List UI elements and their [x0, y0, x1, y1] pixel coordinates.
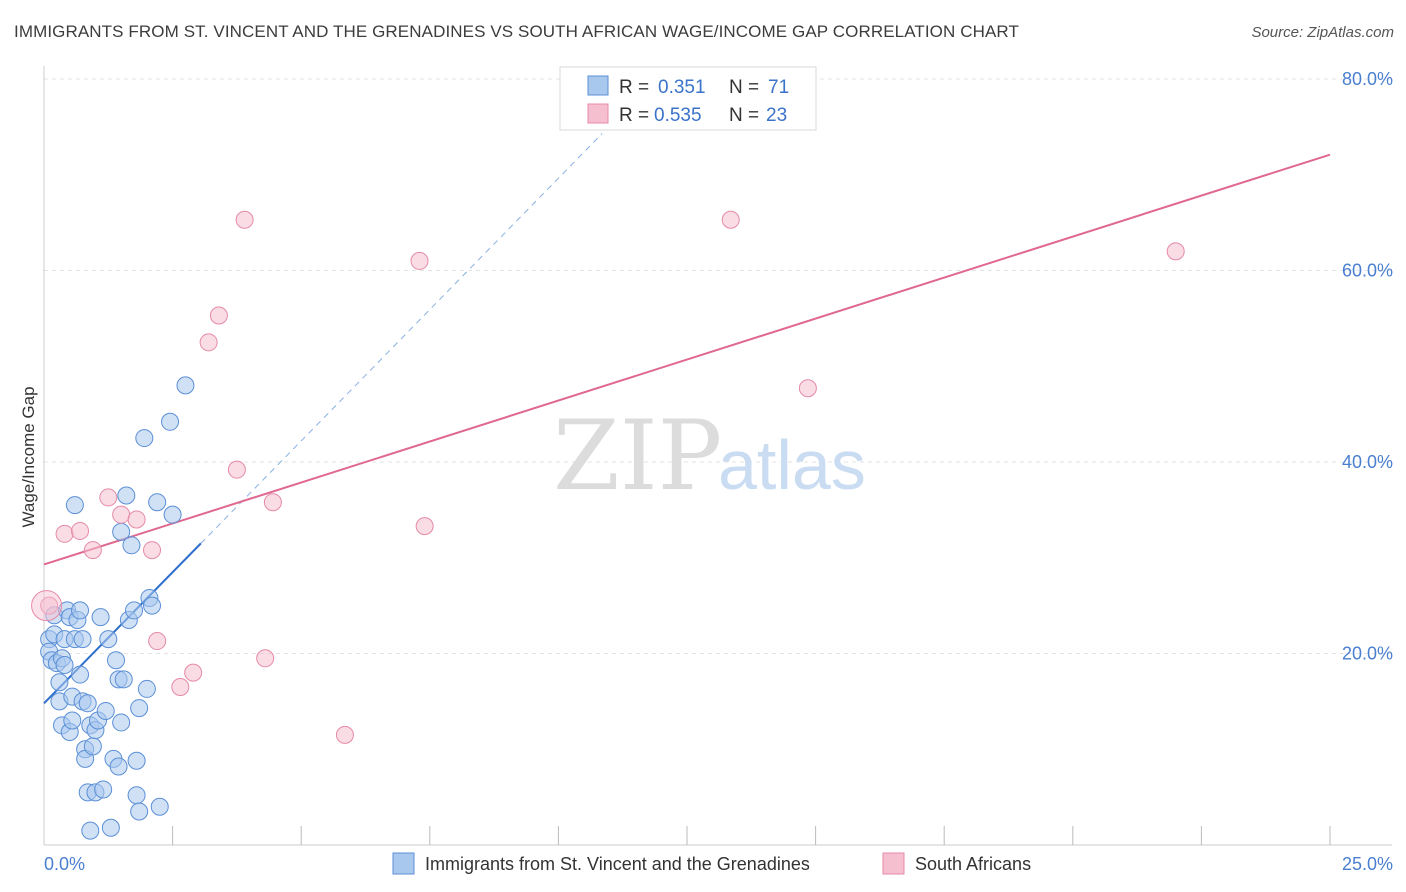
blue-point-21 — [71, 665, 90, 684]
blue-point-41 — [109, 757, 128, 776]
legend-swatch-pink — [587, 103, 609, 124]
pink-point-19 — [415, 517, 434, 536]
pink-point-22 — [1166, 242, 1185, 261]
blue-point-35 — [94, 780, 113, 799]
blue-point-60 — [161, 412, 180, 431]
blue-point-6 — [50, 673, 69, 692]
chart-title: IMMIGRANTS FROM ST. VINCENT AND THE GREN… — [14, 22, 1019, 41]
pink-point-21 — [798, 379, 817, 398]
pink-point-13 — [227, 460, 246, 479]
blue-point-15 — [63, 711, 82, 730]
blue-point-45 — [114, 670, 133, 689]
blue-point-29 — [81, 821, 100, 840]
bottom-legend-swatch-pink[interactable] — [882, 852, 905, 875]
grid-lines — [44, 78, 1392, 654]
blue-point-48 — [122, 536, 141, 555]
pink-point-4 — [99, 488, 118, 507]
x-tick-labels: 0.0% 25.0% — [44, 854, 1393, 874]
blue-point-50 — [127, 786, 146, 805]
blue-point-36 — [96, 701, 115, 720]
blue-point-23 — [73, 630, 92, 649]
legend-r-value-1: 0.351 — [658, 77, 706, 98]
pink-point-16 — [263, 493, 282, 512]
correlation-legend: R = 0.351 N = 71 R = 0.535 N = 23 — [559, 66, 817, 131]
pink-point-15 — [256, 649, 275, 668]
blue-point-49 — [125, 601, 144, 620]
blue-point-61 — [163, 505, 182, 524]
blue-point-62 — [176, 376, 195, 395]
legend-n-label-2: N = — [729, 105, 759, 126]
legend-n-value-2: 23 — [766, 105, 787, 126]
blue-point-30 — [83, 737, 102, 756]
legend-n-label-1: N = — [729, 77, 759, 98]
trend-line-blue-1 — [200, 133, 603, 544]
blue-point-20 — [71, 601, 90, 620]
pink-point-10 — [184, 663, 203, 682]
blue-point-55 — [137, 679, 156, 698]
blue-point-34 — [91, 608, 110, 627]
x-tick-label-0: 0.0% — [44, 854, 85, 874]
blue-point-26 — [78, 694, 97, 713]
blue-point-57 — [143, 596, 162, 615]
pink-point-8 — [148, 632, 167, 651]
blue-point-38 — [101, 818, 120, 837]
y-tick-label-3: 80.0% — [1342, 69, 1393, 89]
bottom-legend-label-pink[interactable]: South Africans — [915, 854, 1031, 874]
pink-point-11 — [199, 333, 218, 352]
watermark-zip: ZIP — [553, 400, 722, 512]
legend-swatch-blue — [587, 75, 609, 96]
x-tick-label-1: 25.0% — [1342, 854, 1393, 874]
blue-point-17 — [65, 496, 84, 515]
legend-r-label-1: R = — [619, 77, 649, 98]
legend-n-value-1: 71 — [768, 77, 789, 98]
bottom-legend-swatch-blue[interactable] — [392, 852, 415, 875]
legend-r-value-2: 0.535 — [654, 105, 702, 126]
pink-point-5 — [112, 505, 131, 524]
pink-point-14 — [235, 210, 254, 229]
blue-point-37 — [99, 630, 118, 649]
blue-point-52 — [130, 802, 149, 821]
y-tick-label-0: 20.0% — [1342, 644, 1393, 664]
y-tick-labels: 20.0% 40.0% 60.0% 80.0% — [1342, 69, 1393, 664]
blue-point-51 — [127, 751, 146, 770]
trend-line-pink-2 — [43, 153, 1331, 566]
blue-point-58 — [148, 493, 167, 512]
pink-point-2 — [71, 521, 90, 540]
blue-point-59 — [150, 797, 169, 816]
pink-point-17 — [335, 725, 354, 744]
pink-point-7 — [143, 541, 162, 560]
pink-point-20 — [721, 210, 740, 229]
watermark-atlas: atlas — [718, 426, 866, 504]
y-axis-title: Wage/Income Gap — [19, 386, 38, 527]
blue-point-46 — [117, 486, 136, 505]
blue-point-11 — [55, 655, 74, 674]
pink-point-large — [31, 590, 63, 622]
chart-source: Source: ZipAtlas.com — [1251, 24, 1394, 41]
series-legend: Immigrants from St. Vincent and the Gren… — [392, 852, 1031, 875]
legend-r-label-2: R = — [619, 105, 649, 126]
pink-point-12 — [209, 306, 228, 325]
pink-point-1 — [55, 524, 74, 543]
bottom-legend-label-blue[interactable]: Immigrants from St. Vincent and the Gren… — [425, 854, 810, 874]
pink-point-18 — [410, 251, 429, 270]
pink-point-9 — [171, 678, 190, 697]
y-tick-label-1: 40.0% — [1342, 452, 1393, 472]
data-points — [31, 210, 1185, 840]
pink-point-6 — [127, 510, 146, 529]
blue-point-54 — [135, 429, 154, 448]
pink-point-0 — [40, 596, 59, 615]
blue-point-53 — [130, 699, 149, 718]
axes — [43, 66, 1392, 846]
y-tick-label-2: 60.0% — [1342, 261, 1393, 281]
blue-point-43 — [112, 713, 131, 732]
pink-point-3 — [83, 541, 102, 560]
blue-point-40 — [107, 651, 126, 670]
